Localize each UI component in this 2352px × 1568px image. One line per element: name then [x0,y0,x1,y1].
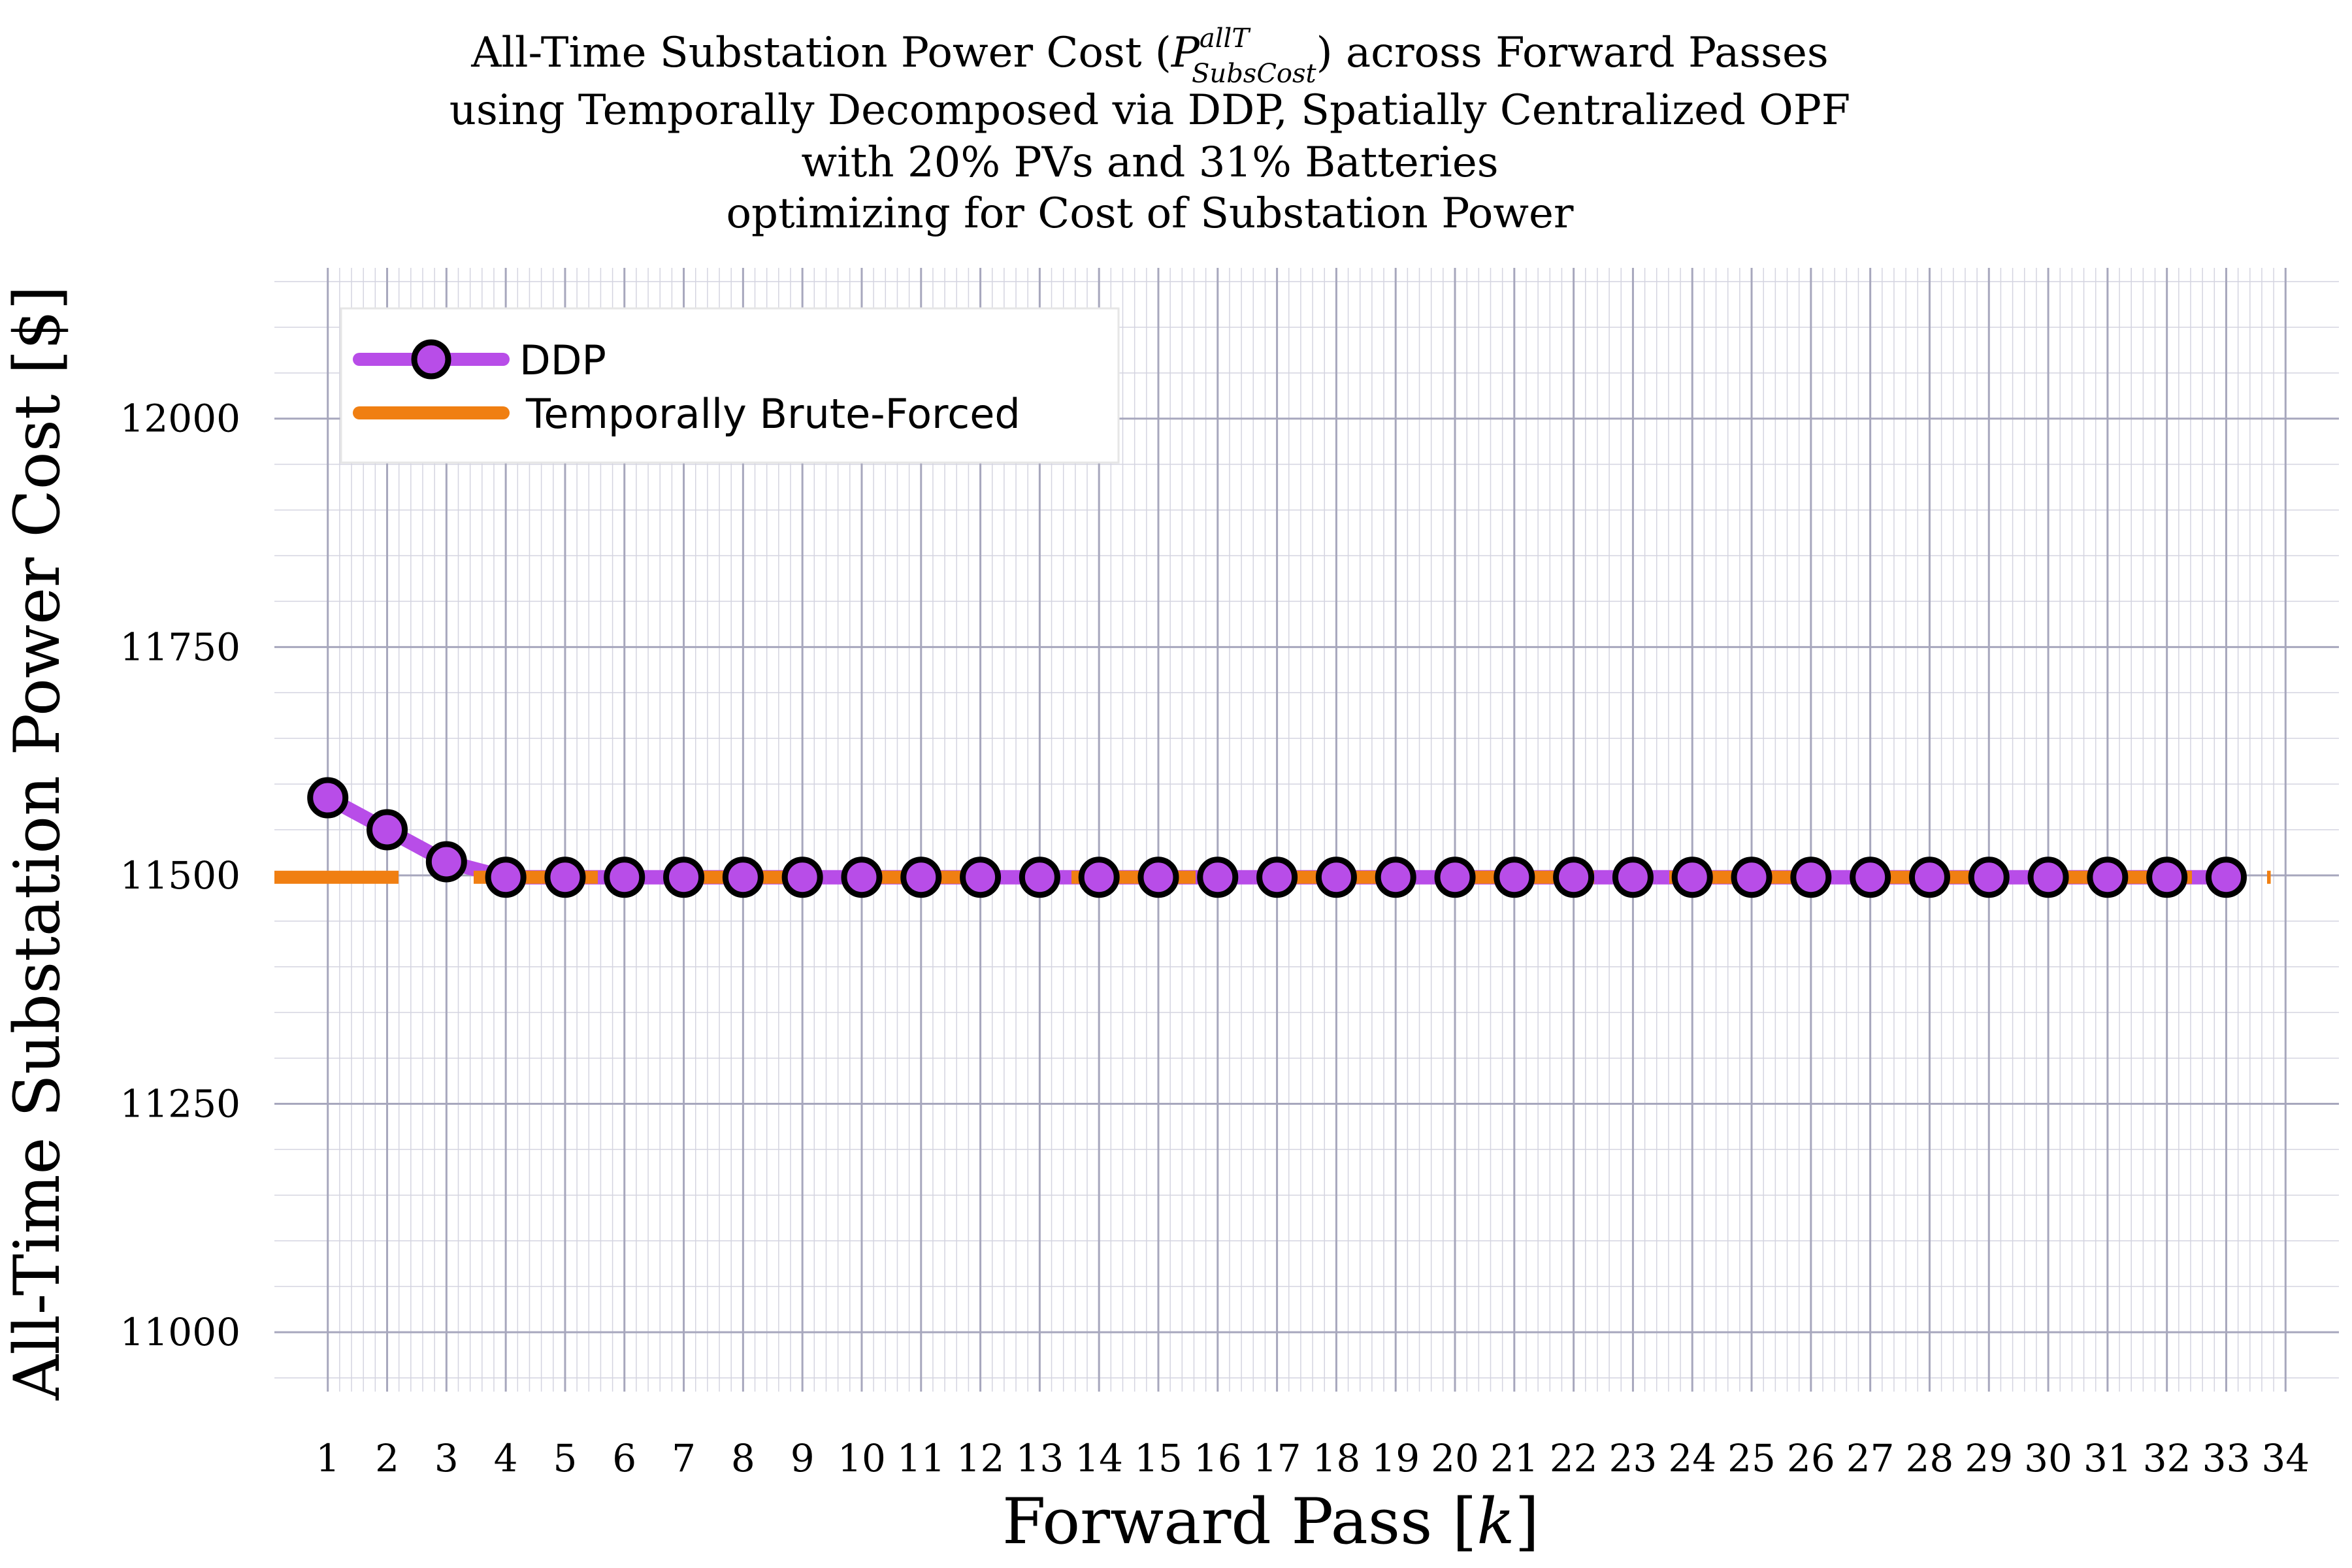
ddp-point [841,857,883,898]
ddp-point [1968,857,2010,898]
y-tick-label: 11250 [120,1082,240,1126]
x-axis-ticks: 1 2 3 4 5 6 7 8 9 10 11 12 13 14 15 16 17 18 19 20 21 22 23 24 2… [316,1436,2310,1480]
ddp-point [781,857,823,898]
ddp-point [2027,857,2069,898]
legend-ddp-label: DDP [519,336,606,384]
x-tick-label: 8 [731,1436,755,1480]
y-axis-label: All-Time Substation Power Cost [$] [1,286,74,1401]
x-tick-label: 19 [1371,1436,1420,1480]
x-tick-label: 23 [1609,1436,1658,1480]
x-tick-label: 30 [2024,1436,2072,1480]
ddp-point [1434,857,1476,898]
ddp-point [1908,857,1950,898]
x-tick-label: 28 [1906,1436,1954,1480]
x-tick-label: 10 [838,1436,886,1480]
ddp-point [544,857,586,898]
ddp-point [1494,857,1535,898]
x-tick-label: 33 [2202,1436,2251,1480]
x-tick-label: 17 [1253,1436,1301,1480]
ddp-point [367,809,408,851]
title-line-1: All-Time Substation Power Cost (PallT Sub… [470,24,1828,89]
x-tick-label: 21 [1490,1436,1539,1480]
x-tick-label: 26 [1787,1436,1835,1480]
chart-title: All-Time Substation Power Cost (PallT Sub… [449,24,1850,238]
ddp-point [1315,857,1357,898]
legend-bruteforce-label: Temporally Brute-Forced [525,390,1021,438]
y-axis-ticks: 11000 11250 11500 11750 12000 [120,397,240,1354]
x-tick-label: 31 [2083,1436,2132,1480]
x-tick-label: 1 [316,1436,340,1480]
x-tick-label: 9 [791,1436,815,1480]
legend: DDP Temporally Brute-Forced [340,307,1120,464]
ddp-point [1019,857,1060,898]
x-tick-label: 20 [1431,1436,1479,1480]
x-tick-label: 16 [1194,1436,1242,1480]
ddp-point [1375,857,1416,898]
legend-ddp-marker [411,339,451,380]
x-tick-label: 2 [375,1436,399,1480]
y-tick-label: 11500 [120,853,240,898]
x-tick-label: 14 [1075,1436,1123,1480]
ddp-point [2205,857,2247,898]
ddp-point [2087,857,2129,898]
title-line-2: using Temporally Decomposed via DDP, Spa… [449,86,1850,135]
x-tick-label: 22 [1550,1436,1598,1480]
legend-box [340,307,1120,464]
ddp-point [1553,857,1595,898]
ddp-point [485,857,527,898]
ddp-point [1671,857,1713,898]
x-tick-label: 27 [1846,1436,1895,1480]
y-tick-label: 11750 [120,625,240,669]
ddp-point [1790,857,1832,898]
ddp-point [1197,857,1239,898]
y-tick-label: 11000 [120,1310,240,1354]
ddp-point [425,841,467,883]
grid [274,268,2339,1392]
title-line-3: with 20% PVs and 31% Batteries [801,139,1498,187]
x-tick-label: 4 [494,1436,518,1480]
x-tick-label: 25 [1727,1436,1776,1480]
x-tick-label: 24 [1668,1436,1716,1480]
x-tick-label: 5 [553,1436,577,1480]
x-tick-label: 6 [612,1436,636,1480]
x-tick-label: 18 [1312,1436,1360,1480]
ddp-point [722,857,764,898]
ddp-point [1612,857,1654,898]
x-tick-label: 15 [1134,1436,1183,1480]
ddp-point [1078,857,1120,898]
ddp-point [604,857,645,898]
ddp-point [1137,857,1179,898]
x-tick-label: 13 [1015,1436,1064,1480]
ddp-point [1731,857,1772,898]
ddp-point [2146,857,2188,898]
x-tick-label: 34 [2261,1436,2310,1480]
ddp-point [307,777,349,819]
x-axis-label: Forward Pass [k] [1002,1485,1539,1558]
y-tick-label: 12000 [120,397,240,441]
ddp-point [1850,857,1891,898]
title-line-4: optimizing for Cost of Substation Power [727,189,1574,238]
ddp-point [900,857,942,898]
x-tick-label: 7 [672,1436,696,1480]
ddp-point [1256,857,1298,898]
x-tick-label: 29 [1965,1436,2013,1480]
x-tick-label: 3 [434,1436,459,1480]
x-tick-label: 11 [897,1436,945,1480]
ddp-point [960,857,1002,898]
x-tick-label: 32 [2143,1436,2191,1480]
plot-series [274,777,2271,898]
x-tick-label: 12 [956,1436,1005,1480]
ddp-point [663,857,705,898]
